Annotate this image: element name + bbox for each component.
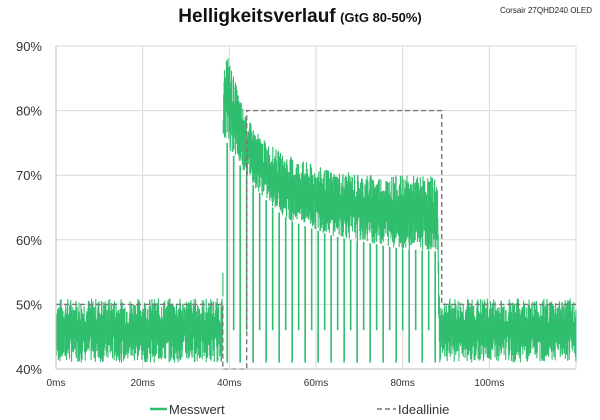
y-tick-label: 80% bbox=[16, 104, 42, 119]
axis-layer: 40% 50% 60% 70% 80% 90% 0ms 20ms 40ms 60ms 80ms 100… bbox=[16, 39, 576, 389]
y-tick-label: 70% bbox=[16, 168, 42, 183]
device-label: Corsair 27QHD240 OLED bbox=[499, 6, 592, 15]
legend: Messwert Ideallinie bbox=[150, 402, 449, 417]
x-tick-label: 100ms bbox=[474, 378, 504, 389]
chart-subtitle: (GtG 80-50%) bbox=[340, 10, 422, 25]
series-layer bbox=[55, 58, 577, 370]
y-tick-label: 40% bbox=[16, 362, 42, 377]
legend-label-ideallinie: Ideallinie bbox=[398, 402, 449, 417]
y-tick-label: 50% bbox=[16, 297, 42, 312]
x-tick-label: 60ms bbox=[304, 378, 328, 389]
x-tick-label: 0ms bbox=[47, 378, 66, 389]
y-tick-label: 60% bbox=[16, 233, 42, 248]
y-tick-label: 90% bbox=[16, 39, 42, 54]
legend-label-messwert: Messwert bbox=[169, 402, 225, 417]
x-tick-label: 80ms bbox=[390, 378, 414, 389]
series-messwert bbox=[55, 58, 577, 363]
chart-title-wrap: Helligkeitsverlauf (GtG 80-50%) bbox=[0, 6, 600, 28]
series-ideallinie bbox=[56, 109, 576, 370]
x-tick-label: 40ms bbox=[217, 378, 241, 389]
x-tick-label: 20ms bbox=[130, 378, 154, 389]
chart-title: Helligkeitsverlauf bbox=[178, 6, 336, 27]
